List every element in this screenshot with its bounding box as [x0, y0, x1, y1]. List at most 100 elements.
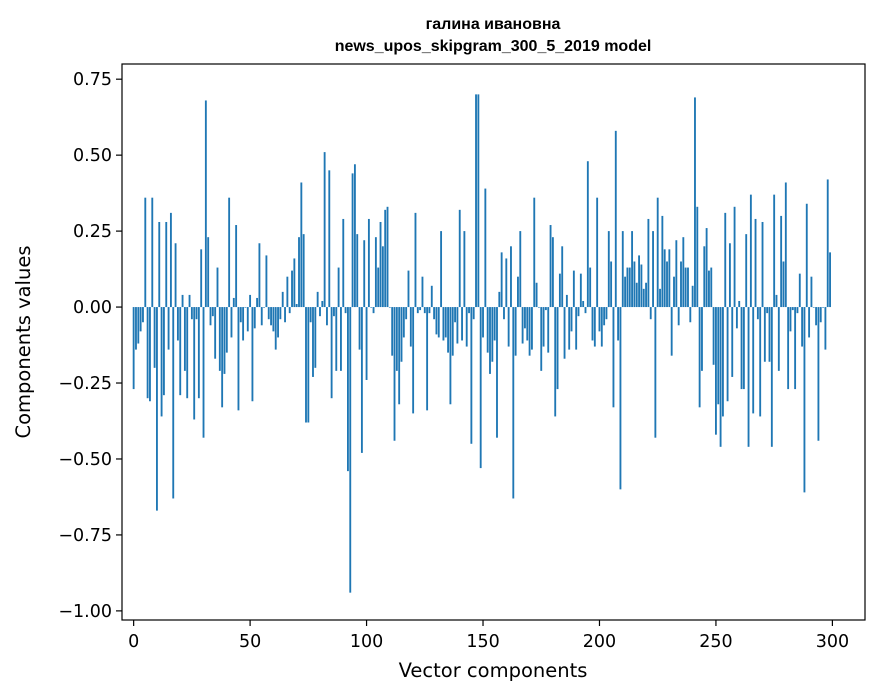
bar — [666, 261, 668, 308]
bar — [314, 307, 317, 368]
bar — [298, 237, 300, 308]
bar — [260, 307, 263, 326]
bar — [265, 255, 268, 308]
bar — [768, 307, 771, 362]
bar — [787, 307, 790, 390]
bar — [680, 261, 682, 308]
bar — [717, 307, 720, 405]
bar — [572, 270, 575, 308]
bar — [244, 307, 247, 308]
bar — [626, 267, 629, 308]
bar — [151, 197, 154, 308]
bar — [824, 307, 827, 350]
bar — [162, 307, 165, 396]
bar — [663, 249, 666, 308]
bar — [335, 307, 338, 371]
bar — [726, 307, 729, 402]
bar — [703, 246, 706, 308]
bar — [614, 130, 617, 308]
bar — [745, 234, 748, 308]
bar — [440, 231, 443, 308]
bar — [500, 252, 503, 308]
bar — [253, 307, 256, 329]
bar — [687, 267, 689, 308]
bar — [435, 307, 438, 335]
bar — [829, 252, 831, 308]
bar — [721, 307, 724, 417]
bar — [514, 307, 517, 356]
bar — [810, 276, 813, 308]
bar — [517, 276, 519, 308]
bar — [784, 182, 787, 308]
bar — [568, 307, 571, 350]
bar — [288, 307, 291, 314]
bar — [456, 307, 459, 344]
bar — [321, 300, 324, 308]
bar — [442, 307, 445, 341]
bar — [330, 307, 333, 399]
bar — [340, 307, 342, 371]
bar — [507, 307, 510, 347]
bar — [652, 231, 654, 308]
bar — [708, 270, 710, 308]
bar — [542, 307, 545, 347]
bar — [593, 307, 596, 347]
bar — [649, 307, 652, 320]
x-axis-ticks: 0 50 100 150 200 250 300 — [128, 620, 849, 652]
bar — [400, 307, 403, 362]
bar — [207, 237, 210, 308]
bar — [547, 307, 550, 353]
bar — [596, 197, 599, 308]
bar — [356, 234, 359, 308]
bar — [742, 307, 745, 390]
bar — [291, 270, 293, 308]
x-tick-label: 200 — [583, 632, 616, 652]
bar — [377, 267, 380, 308]
bar — [600, 307, 603, 347]
bar — [491, 307, 494, 362]
bar — [619, 307, 622, 490]
bar — [589, 267, 592, 308]
bar — [528, 307, 531, 356]
bar — [281, 291, 284, 308]
bar — [808, 307, 811, 338]
bar — [305, 307, 307, 423]
bar-series — [132, 94, 831, 593]
bar — [258, 243, 261, 308]
bar — [647, 218, 650, 308]
bar — [766, 307, 769, 314]
bar — [519, 231, 522, 308]
bar — [214, 307, 217, 359]
bar — [433, 307, 436, 320]
bar — [642, 288, 645, 308]
bar — [544, 307, 547, 311]
bar — [193, 307, 196, 420]
bar — [801, 307, 804, 347]
bar — [661, 215, 664, 308]
bar — [782, 261, 785, 308]
bar — [770, 307, 773, 447]
bar — [684, 267, 687, 308]
bar — [524, 307, 526, 329]
bar — [333, 307, 335, 317]
bar — [349, 307, 352, 593]
bar — [353, 164, 356, 308]
bar — [640, 264, 643, 308]
bar — [728, 243, 731, 308]
bar — [761, 221, 764, 308]
bar — [484, 188, 487, 308]
y-tick-label: 0.25 — [73, 222, 112, 242]
bar — [461, 307, 463, 341]
bar — [319, 307, 321, 317]
y-tick-label: 0.50 — [73, 146, 112, 166]
bar — [712, 307, 715, 365]
bar — [556, 307, 559, 390]
bar — [698, 307, 701, 408]
bar — [756, 307, 759, 320]
bar — [139, 307, 142, 332]
bar — [479, 307, 482, 469]
bar — [165, 221, 168, 308]
bar — [812, 307, 815, 308]
bar — [249, 294, 252, 308]
bar — [659, 288, 661, 308]
